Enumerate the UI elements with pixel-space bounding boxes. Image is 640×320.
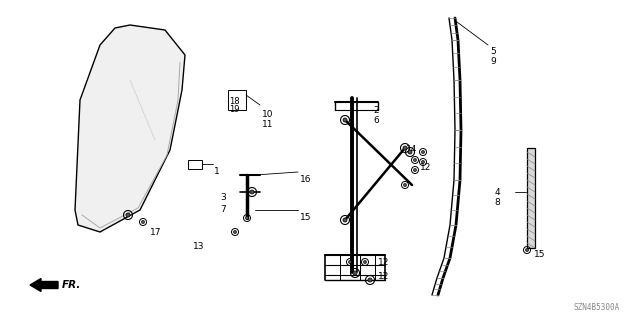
Text: 17: 17: [150, 228, 161, 237]
FancyArrow shape: [30, 278, 58, 292]
Text: 12: 12: [378, 258, 389, 267]
Circle shape: [413, 158, 417, 162]
Circle shape: [250, 190, 254, 194]
Text: 16: 16: [300, 175, 312, 184]
Bar: [188, 160, 202, 169]
Text: 12: 12: [378, 272, 389, 281]
Text: FR.: FR.: [62, 280, 81, 290]
Text: 13: 13: [193, 242, 205, 251]
Text: 10: 10: [262, 110, 273, 119]
Circle shape: [413, 168, 417, 172]
Circle shape: [408, 150, 412, 154]
Text: SZN4B5300A: SZN4B5300A: [573, 303, 620, 312]
Circle shape: [343, 118, 347, 122]
Text: 5: 5: [490, 47, 496, 56]
Circle shape: [403, 146, 407, 150]
Text: 4: 4: [494, 188, 500, 197]
Text: 15: 15: [534, 250, 545, 259]
Circle shape: [421, 160, 424, 164]
Text: 8: 8: [494, 198, 500, 207]
Text: 15: 15: [300, 213, 312, 222]
Circle shape: [348, 260, 351, 264]
Text: 9: 9: [490, 57, 496, 66]
Bar: [228, 90, 246, 110]
Bar: [527, 148, 535, 248]
Text: 11: 11: [262, 120, 273, 129]
Circle shape: [141, 220, 145, 224]
Circle shape: [245, 216, 248, 220]
Text: 18: 18: [229, 97, 239, 106]
Text: 7: 7: [220, 205, 226, 214]
Circle shape: [368, 278, 372, 282]
Text: 1: 1: [214, 167, 220, 176]
Circle shape: [364, 260, 367, 264]
Polygon shape: [75, 25, 185, 232]
Text: 12: 12: [420, 163, 431, 172]
Text: 6: 6: [373, 116, 379, 125]
Circle shape: [525, 248, 529, 252]
Circle shape: [343, 218, 347, 222]
Text: 19: 19: [229, 105, 239, 114]
Circle shape: [234, 230, 237, 234]
Circle shape: [353, 271, 357, 275]
Circle shape: [126, 213, 130, 217]
Circle shape: [403, 183, 406, 187]
Circle shape: [421, 150, 424, 154]
Text: 3: 3: [220, 193, 226, 202]
Text: 2: 2: [373, 106, 379, 115]
Text: 14: 14: [406, 145, 417, 154]
